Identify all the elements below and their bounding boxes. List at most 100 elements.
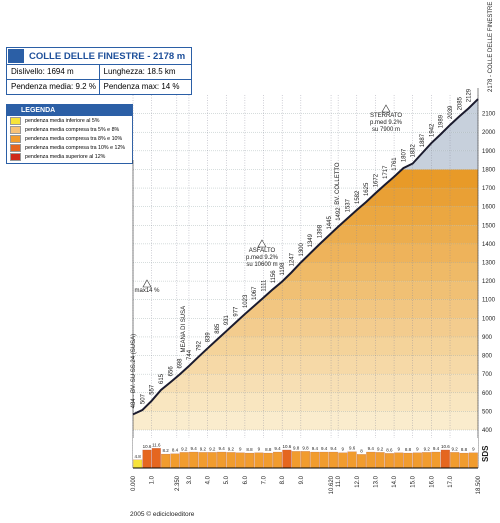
y-tick-label: 1100 [482,298,496,304]
header-box: COLLE DELLE FINESTRE - 2178 m Dislivello… [6,47,192,95]
legend-item: pendenza media compresa tra 5% e 8% [7,125,132,134]
warning-icon [142,279,152,288]
elevation-label: 1198 [280,262,286,276]
x-tick-label: 15.0 [411,475,417,487]
elevation-label: 1067 [252,286,258,300]
y-tick-label: 800 [482,354,493,360]
gradient-label: 10.6 [143,444,152,449]
gradient-bar [198,452,208,469]
stats-row: Dislivello: 1694 m Lunghezza: 18.5 km [7,65,191,80]
legend-swatch [10,134,21,143]
gradient-label: 10.6 [441,444,450,449]
gradient-label: 9 [342,447,345,452]
logo: SDS [481,445,490,462]
gradient-label: 10.6 [282,444,291,449]
elevation-label: 839 [206,332,212,343]
elevation-label: 2085 [457,96,463,110]
gradient-bar [245,452,255,469]
band [133,281,478,300]
gradient-label: 9.8 [293,445,300,450]
y-tick-label: 1300 [482,261,496,267]
gradient-label: 9.4 [190,446,197,451]
gradient-bar [217,451,227,469]
gradient-label: 9.4 [433,446,440,451]
x-tick-label: 11.0 [336,475,342,487]
gradient-label: 9 [239,447,242,452]
x-tick-label: 5.0 [224,475,230,484]
band [133,113,478,133]
gradient-bar [338,452,348,469]
stat: Lunghezza: 18.5 km [103,67,176,76]
elevation-label: 931 [224,315,230,326]
gradient-label: 9 [472,447,475,452]
gradient-bar [170,453,180,469]
x-tick-label: 8.0 [280,475,286,484]
gradient-bar [161,453,171,469]
gradient-label: 9.2 [181,446,188,451]
elevation-label: 507 [140,393,146,404]
gradient-bar [189,451,199,469]
gradient-bar [263,452,273,469]
gradient-bar [310,451,320,469]
y-tick-label: 1800 [482,167,496,173]
band [133,99,478,114]
gradient-label: 9 [397,447,400,452]
annotation: p.med 9.2% [370,120,403,126]
y-tick-label: 1600 [482,205,496,211]
legend-label: pendenza media superiore al 12% [25,153,106,160]
gradient-label: 8.8 [246,447,253,452]
elevation-label: 1807 [401,148,407,162]
x-tick-label: 4.0 [206,475,212,484]
place-label: MEANA DI SUSA [181,306,187,353]
x-tick-label: 17.0 [448,475,454,487]
gradient-label: 9.4 [218,446,225,451]
legend-swatch [10,143,21,152]
profile-line [132,98,479,416]
title: COLLE DELLE FINESTRE - 2178 m [29,50,186,62]
gradient-label: 9.2 [200,446,207,451]
elevation-label: 1398 [317,224,323,238]
annotation: su 7900 m [372,127,400,133]
elevation-label: 1111 [262,279,268,292]
gradient-label: 9.6 [349,446,356,451]
legend: LEGENDA pendenza media inferiore al 5% pen… [6,104,133,164]
legend-label: pendenza media compresa tra 10% e 12% [25,144,126,151]
x-tick-label: 10.620 [329,475,335,494]
gradient-label: 9.4 [312,446,319,451]
gradient-label: 8.4 [172,448,179,453]
y-tick-label: 900 [482,335,493,341]
y-tick-label: 600 [482,391,493,397]
elevation-label: 698 [178,358,184,369]
credit: 2005 © edicicloeditore [130,510,195,518]
x-tick-label: 16.0 [429,475,435,487]
annotation: STERRATO [370,113,402,119]
gradient-bar [179,452,189,469]
gradient-bar [366,451,376,469]
gradient-label: 9.4 [330,446,337,451]
gradient-bar [319,451,329,469]
gradient-label: 11.6 [152,442,161,447]
elevation-label: 1989 [439,114,445,128]
elevation-label: 615 [159,373,165,384]
x-tick-label: 14.0 [392,475,398,487]
annotation: p.med 9.2% [246,255,279,261]
y-tick-label: 400 [482,428,493,434]
gradient-bar [459,452,469,469]
elevation-label: 1832 [411,143,417,157]
legend-swatch [10,152,21,161]
y-tick-label: 1700 [482,186,496,192]
place-label: 2178 - COLLE DELLE FINESTRE [488,2,494,92]
legend-swatch [10,116,21,125]
gradient-label: 8.8 [265,447,272,452]
warning-icon [381,104,391,113]
band [133,188,478,207]
elevation-label: 1445 [327,216,333,230]
stat: Pendenza max: 14 % [103,82,180,91]
gradient-label: 9.4 [368,446,375,451]
gradient-bar [226,452,236,469]
gradient-bar [394,452,404,469]
gradient-bar [356,454,366,469]
gradient-label: 4.8 [135,454,142,459]
y-tick-label: 500 [482,409,493,415]
